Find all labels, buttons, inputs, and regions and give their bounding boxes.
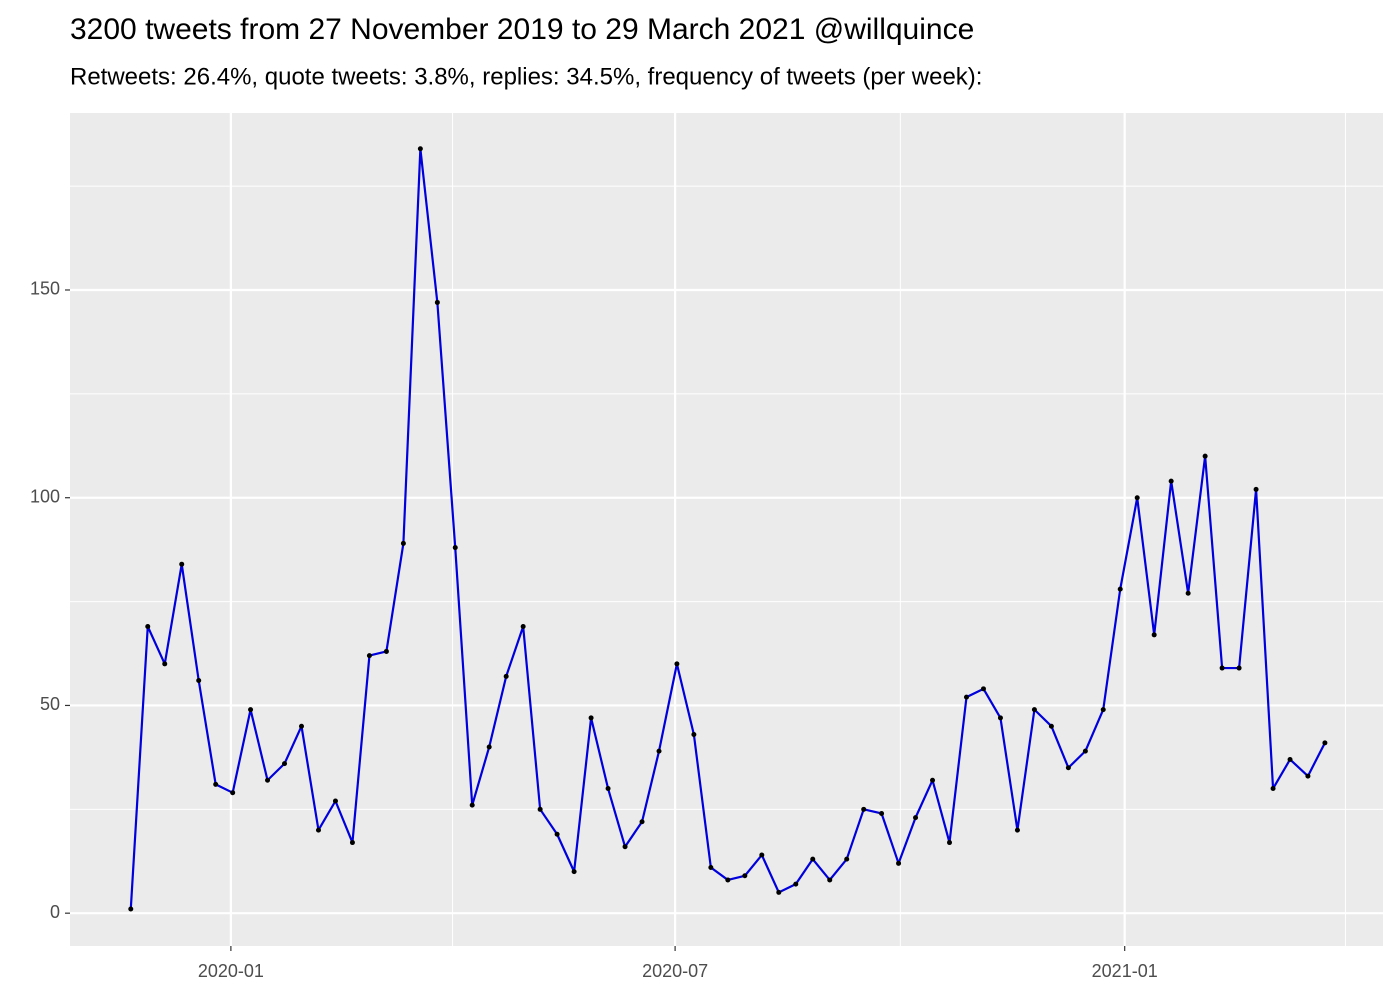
y-tick-label: 150 <box>30 279 60 299</box>
data-point <box>1219 665 1225 671</box>
data-point <box>537 806 543 812</box>
data-point <box>1168 478 1174 484</box>
data-point <box>1236 665 1242 671</box>
data-point <box>1100 707 1106 713</box>
data-point <box>452 545 458 551</box>
chart-subtitle: Retweets: 26.4%, quote tweets: 3.8%, rep… <box>70 63 982 90</box>
data-point <box>1185 590 1191 596</box>
data-point <box>1202 453 1208 459</box>
data-point <box>742 873 748 879</box>
data-point <box>162 661 168 667</box>
data-point <box>332 798 338 804</box>
data-point <box>128 906 134 912</box>
data-point <box>997 715 1003 721</box>
data-point <box>793 881 799 887</box>
data-point <box>400 540 406 546</box>
x-tick-label: 2020-01 <box>198 961 264 981</box>
data-point <box>844 856 850 862</box>
data-point <box>315 827 321 833</box>
data-point <box>930 777 936 783</box>
data-point <box>759 852 765 858</box>
data-point <box>349 840 355 846</box>
data-point <box>810 856 816 862</box>
data-point <box>656 748 662 754</box>
data-point <box>298 723 304 729</box>
data-point <box>1253 486 1259 492</box>
data-point <box>1031 707 1037 713</box>
data-point <box>725 877 731 883</box>
data-point <box>691 732 697 738</box>
data-point <box>213 781 219 787</box>
data-point <box>1117 586 1123 592</box>
data-point <box>486 744 492 750</box>
data-point <box>1014 827 1020 833</box>
data-point <box>1305 773 1311 779</box>
data-point <box>145 624 151 630</box>
data-point <box>265 777 271 783</box>
data-point <box>503 673 509 679</box>
data-point <box>605 786 611 792</box>
data-point <box>879 810 885 816</box>
x-tick-label: 2021-01 <box>1092 961 1158 981</box>
data-point <box>1134 495 1140 501</box>
data-point <box>963 694 969 700</box>
data-point <box>383 648 389 654</box>
data-point <box>248 707 254 713</box>
data-point <box>520 624 526 630</box>
data-point <box>708 864 714 870</box>
data-point <box>622 844 628 850</box>
data-point <box>1270 786 1276 792</box>
plot-panel <box>70 113 1383 946</box>
data-point <box>947 840 953 846</box>
data-point <box>1048 723 1054 729</box>
y-tick-label: 0 <box>50 902 60 922</box>
data-point <box>913 815 919 821</box>
data-point <box>1287 756 1293 762</box>
y-tick-label: 100 <box>30 486 60 506</box>
data-point <box>1151 632 1157 638</box>
data-point <box>674 661 680 667</box>
data-point <box>554 831 560 837</box>
data-point <box>639 819 645 825</box>
data-point <box>861 806 867 812</box>
x-tick-label: 2020-07 <box>642 961 708 981</box>
data-point <box>980 686 986 692</box>
data-point <box>896 860 902 866</box>
data-point <box>196 678 202 684</box>
data-point <box>282 761 288 767</box>
data-point <box>469 802 475 808</box>
y-tick-label: 50 <box>40 694 60 714</box>
data-point <box>417 146 423 152</box>
data-point <box>1322 740 1328 746</box>
data-point <box>179 561 185 567</box>
data-point <box>776 889 782 895</box>
data-point <box>1065 765 1071 771</box>
chart-title: 3200 tweets from 27 November 2019 to 29 … <box>70 13 974 46</box>
data-point <box>434 299 440 305</box>
data-point <box>366 653 372 659</box>
data-point <box>1082 748 1088 754</box>
data-point <box>571 869 577 875</box>
data-point <box>588 715 594 721</box>
data-point <box>230 790 236 796</box>
data-point <box>827 877 833 883</box>
